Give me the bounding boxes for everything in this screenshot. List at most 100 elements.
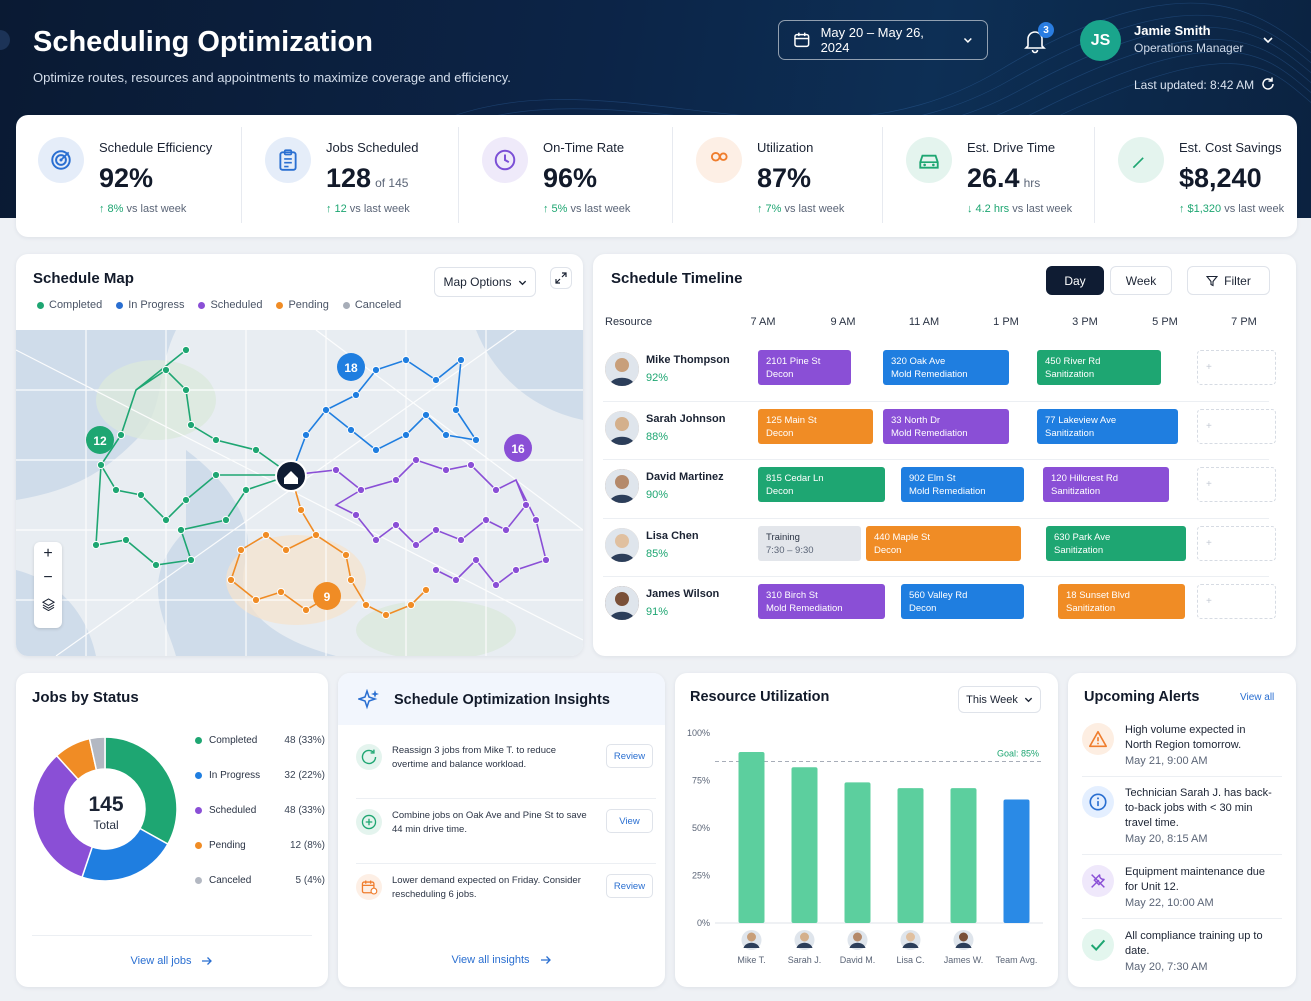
empty-slot[interactable]: + bbox=[1197, 525, 1276, 561]
zoom-in-button[interactable]: + bbox=[43, 545, 53, 562]
utilization-bar[interactable] bbox=[950, 788, 977, 923]
view-day-button[interactable]: Day bbox=[1046, 266, 1104, 295]
job-stop-marker[interactable] bbox=[281, 545, 291, 555]
job-stop-marker[interactable] bbox=[521, 500, 531, 510]
job-stop-marker[interactable] bbox=[301, 605, 311, 615]
job-stop-marker[interactable] bbox=[471, 555, 481, 565]
job-stop-marker[interactable] bbox=[491, 485, 501, 495]
job-stop-marker[interactable] bbox=[391, 475, 401, 485]
utilization-bar[interactable] bbox=[1003, 799, 1030, 924]
job-stop-marker[interactable] bbox=[406, 600, 416, 610]
job-stop-marker[interactable] bbox=[296, 505, 306, 515]
job-stop-marker[interactable] bbox=[331, 465, 341, 475]
donut-slice[interactable] bbox=[81, 827, 169, 882]
period-select[interactable]: This Week bbox=[958, 686, 1041, 713]
cluster-completed[interactable] bbox=[86, 426, 114, 454]
job-stop-marker[interactable] bbox=[346, 425, 356, 435]
view-week-button[interactable]: Week bbox=[1110, 266, 1172, 295]
job-block[interactable]: 77 Lakeview Ave Sanitization bbox=[1037, 408, 1178, 444]
job-stop-marker[interactable] bbox=[111, 485, 121, 495]
job-stop-marker[interactable] bbox=[346, 575, 356, 585]
job-block[interactable]: 440 Maple St Decon bbox=[866, 525, 1021, 561]
job-stop-marker[interactable] bbox=[121, 535, 131, 545]
job-stop-marker[interactable] bbox=[341, 550, 351, 560]
job-stop-marker[interactable] bbox=[161, 515, 171, 525]
insight-action-button[interactable]: Review bbox=[606, 744, 653, 768]
job-stop-marker[interactable] bbox=[401, 355, 411, 365]
job-stop-marker[interactable] bbox=[411, 540, 421, 550]
technician-avatar[interactable] bbox=[605, 586, 639, 620]
expand-map-button[interactable] bbox=[550, 267, 572, 289]
insight-action-button[interactable]: Review bbox=[606, 874, 653, 898]
job-stop-marker[interactable] bbox=[211, 435, 221, 445]
job-block[interactable]: 125 Main St Decon bbox=[758, 408, 873, 444]
job-stop-marker[interactable] bbox=[466, 460, 476, 470]
route-map[interactable]: 12 18 16 9 bbox=[16, 330, 583, 656]
job-stop-marker[interactable] bbox=[361, 600, 371, 610]
kpi-card[interactable]: On-Time Rate 96% ↑ 5% vs last week bbox=[460, 115, 672, 237]
empty-slot[interactable]: + bbox=[1197, 408, 1276, 444]
job-stop-marker[interactable] bbox=[401, 430, 411, 440]
job-stop-marker[interactable] bbox=[491, 580, 501, 590]
job-stop-marker[interactable] bbox=[471, 435, 481, 445]
job-stop-marker[interactable] bbox=[276, 587, 286, 597]
job-block[interactable]: 320 Oak Ave Mold Remediation bbox=[883, 350, 1009, 385]
job-stop-marker[interactable] bbox=[241, 485, 251, 495]
job-stop-marker[interactable] bbox=[301, 430, 311, 440]
cluster-pending[interactable] bbox=[313, 582, 341, 610]
kpi-card[interactable]: Jobs Scheduled 128 of 145 ↑ 12 vs last week bbox=[243, 115, 458, 237]
job-stop-marker[interactable] bbox=[451, 575, 461, 585]
job-stop-marker[interactable] bbox=[211, 470, 221, 480]
job-stop-marker[interactable] bbox=[181, 345, 191, 355]
job-stop-marker[interactable] bbox=[421, 585, 431, 595]
view-all-alerts-link[interactable]: View all bbox=[1240, 692, 1275, 703]
job-stop-marker[interactable] bbox=[511, 565, 521, 575]
cluster-in-progress[interactable] bbox=[337, 353, 365, 381]
job-stop-marker[interactable] bbox=[371, 535, 381, 545]
kpi-card[interactable]: Est. Cost Savings $8,240 ↑ $1,320 vs last w… bbox=[1096, 115, 1296, 237]
job-stop-marker[interactable] bbox=[481, 515, 491, 525]
map-options-button[interactable]: Map Options bbox=[434, 267, 536, 297]
job-stop-marker[interactable] bbox=[541, 555, 551, 565]
zoom-out-button[interactable]: − bbox=[43, 569, 53, 586]
job-stop-marker[interactable] bbox=[251, 595, 261, 605]
job-block[interactable]: 560 Valley Rd Decon bbox=[901, 584, 1024, 619]
job-stop-marker[interactable] bbox=[381, 610, 391, 620]
job-stop-marker[interactable] bbox=[116, 430, 126, 440]
job-stop-marker[interactable] bbox=[161, 365, 171, 375]
donut-slice[interactable] bbox=[32, 754, 94, 879]
technician-avatar[interactable] bbox=[605, 527, 639, 562]
job-stop-marker[interactable] bbox=[501, 525, 511, 535]
job-stop-marker[interactable] bbox=[356, 485, 366, 495]
utilization-bar[interactable] bbox=[738, 752, 765, 923]
job-stop-marker[interactable] bbox=[311, 530, 321, 540]
job-stop-marker[interactable] bbox=[431, 565, 441, 575]
job-block[interactable]: 450 River Rd Sanitization bbox=[1037, 350, 1161, 385]
job-block[interactable]: 18 Sunset Blvd Sanitization bbox=[1058, 584, 1185, 619]
job-block[interactable]: Training 7:30 – 9:30 bbox=[758, 525, 861, 561]
kpi-card[interactable]: Schedule Efficiency 92% ↑ 8% vs last week bbox=[16, 115, 241, 237]
view-all-insights-link[interactable]: View all insights bbox=[338, 954, 665, 966]
job-stop-marker[interactable] bbox=[421, 410, 431, 420]
job-stop-marker[interactable] bbox=[186, 555, 196, 565]
job-stop-marker[interactable] bbox=[371, 365, 381, 375]
job-stop-marker[interactable] bbox=[391, 520, 401, 530]
job-stop-marker[interactable] bbox=[531, 515, 541, 525]
empty-slot[interactable]: + bbox=[1197, 467, 1276, 502]
job-stop-marker[interactable] bbox=[91, 540, 101, 550]
job-stop-marker[interactable] bbox=[261, 530, 271, 540]
job-stop-marker[interactable] bbox=[451, 405, 461, 415]
job-stop-marker[interactable] bbox=[371, 445, 381, 455]
job-block[interactable]: 902 Elm St Mold Remediation bbox=[901, 467, 1024, 502]
user-menu-chevron-icon[interactable] bbox=[1262, 34, 1274, 46]
job-stop-marker[interactable] bbox=[431, 375, 441, 385]
job-stop-marker[interactable] bbox=[321, 405, 331, 415]
job-stop-marker[interactable] bbox=[351, 390, 361, 400]
job-block[interactable]: 815 Cedar Ln Decon bbox=[758, 467, 885, 502]
job-stop-marker[interactable] bbox=[456, 535, 466, 545]
donut-slice[interactable] bbox=[88, 736, 106, 771]
donut-slice[interactable] bbox=[104, 736, 178, 846]
job-stop-marker[interactable] bbox=[351, 510, 361, 520]
technician-avatar[interactable] bbox=[605, 410, 639, 445]
job-stop-marker[interactable] bbox=[221, 515, 231, 525]
